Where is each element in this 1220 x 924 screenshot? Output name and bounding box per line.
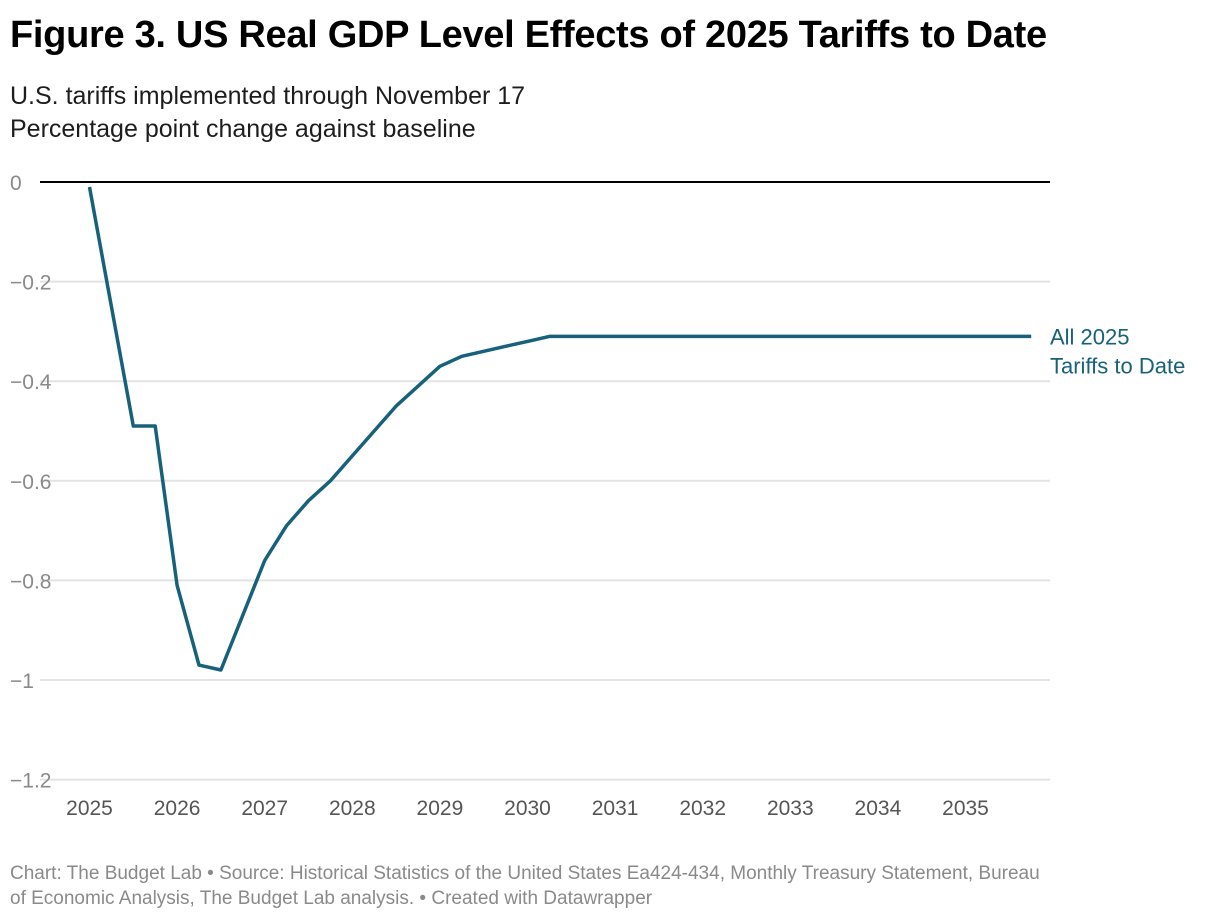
x-tick-label: 2035 bbox=[942, 797, 989, 820]
x-tick-label: 2025 bbox=[66, 797, 113, 820]
footer-source-line-2: of Economic Analysis, The Budget Lab ana… bbox=[10, 888, 653, 909]
x-tick-label: 2028 bbox=[329, 797, 376, 820]
y-tick-label: −0.2 bbox=[10, 272, 51, 295]
x-tick-label: 2030 bbox=[504, 797, 551, 820]
x-tick-label: 2026 bbox=[154, 797, 201, 820]
x-tick-label: 2029 bbox=[417, 797, 464, 820]
x-tick-label: 2027 bbox=[241, 797, 288, 820]
y-tick-label: −1.2 bbox=[10, 770, 51, 793]
x-tick-label: 2032 bbox=[679, 797, 726, 820]
chart-title: Figure 3. US Real GDP Level Effects of 2… bbox=[10, 14, 1047, 56]
y-tick-label: −1 bbox=[10, 670, 34, 693]
x-tick-label: 2033 bbox=[767, 797, 814, 820]
y-tick-label: −0.6 bbox=[10, 471, 51, 494]
y-tick-label: −0.4 bbox=[10, 371, 52, 394]
series-label: Tariffs to Date bbox=[1050, 353, 1185, 378]
footer-source-line-1: Chart: The Budget Lab • Source: Historic… bbox=[10, 863, 1040, 884]
x-tick-label: 2031 bbox=[592, 797, 639, 820]
y-tick-label: −0.8 bbox=[10, 570, 51, 593]
chart-subtitle: U.S. tariffs implemented through Novembe… bbox=[10, 82, 526, 110]
chart-unit-description: Percentage point change against baseline bbox=[10, 115, 476, 143]
y-tick-label: 0 bbox=[10, 172, 22, 195]
series-label: All 2025 bbox=[1050, 324, 1130, 349]
series-line bbox=[87, 186, 1032, 672]
x-tick-label: 2034 bbox=[855, 797, 902, 820]
